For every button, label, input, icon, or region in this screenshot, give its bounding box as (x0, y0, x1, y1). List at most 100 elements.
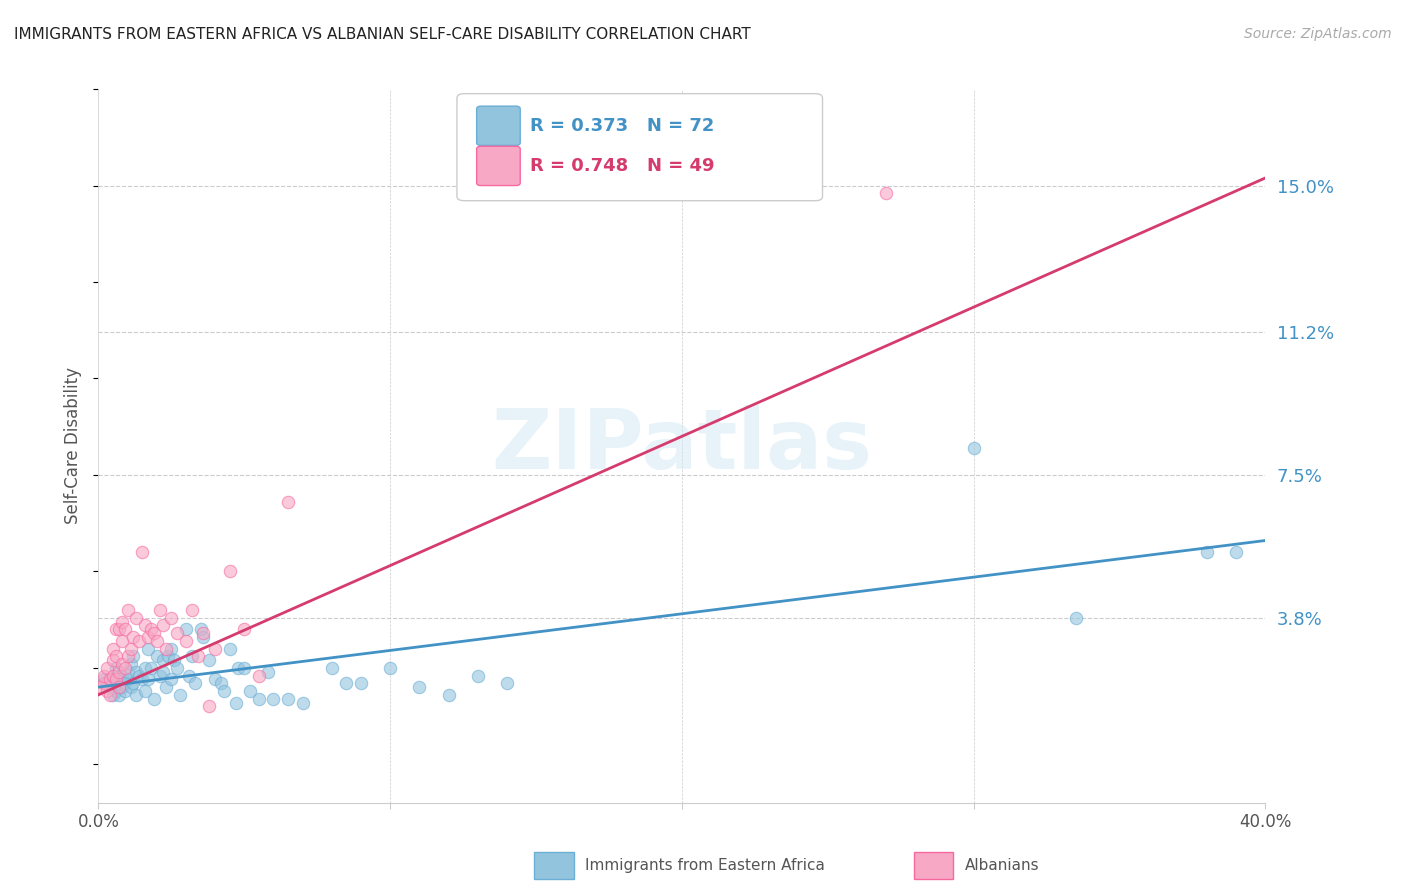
Point (193, 626, 215, 640)
Point (218, 565, 240, 579)
Point (108, 668, 131, 682)
Point (114, 684, 136, 698)
Point (134, 661, 156, 675)
Point (101, 673, 124, 687)
Point (111, 668, 134, 682)
Point (204, 641, 226, 656)
Point (875, 186, 897, 201)
Point (183, 676, 205, 690)
Point (146, 649, 169, 664)
Point (108, 622, 131, 636)
Point (187, 649, 209, 664)
Point (198, 699, 221, 714)
Point (239, 684, 262, 698)
Point (131, 545, 153, 559)
Point (111, 680, 134, 694)
Point (146, 633, 169, 648)
Text: IMMIGRANTS FROM EASTERN AFRICA VS ALBANIAN SELF-CARE DISABILITY CORRELATION CHAR: IMMIGRANTS FROM EASTERN AFRICA VS ALBANI… (14, 27, 751, 42)
Point (218, 641, 240, 656)
Text: Immigrants from Eastern Africa: Immigrants from Eastern Africa (585, 858, 825, 872)
Text: Albanians: Albanians (965, 858, 1039, 872)
Point (228, 661, 250, 675)
Point (233, 661, 256, 675)
Point (174, 633, 197, 648)
Point (122, 649, 145, 664)
Point (108, 665, 131, 679)
Point (128, 633, 150, 648)
Point (114, 676, 136, 690)
Point (101, 668, 124, 682)
Point (134, 618, 156, 632)
Point (180, 603, 202, 617)
Point (104, 622, 127, 636)
Point (96, 676, 118, 690)
Point (125, 665, 148, 679)
Point (117, 603, 139, 617)
Point (117, 649, 139, 664)
Text: R = 0.748   N = 49: R = 0.748 N = 49 (530, 157, 714, 175)
Point (139, 622, 162, 636)
Point (321, 661, 343, 675)
Point (101, 688, 124, 702)
Point (174, 622, 197, 636)
Point (104, 661, 127, 675)
Point (1064, 610, 1087, 624)
Point (98, 680, 121, 694)
Point (98, 673, 121, 687)
Point (1225, 545, 1247, 559)
Point (108, 688, 131, 702)
Point (134, 684, 156, 698)
Point (142, 626, 165, 640)
Text: R = 0.373   N = 72: R = 0.373 N = 72 (530, 117, 714, 135)
Point (177, 668, 200, 682)
Point (93, 668, 115, 682)
Point (111, 657, 134, 671)
Point (437, 688, 460, 702)
Point (125, 688, 148, 702)
Point (131, 673, 153, 687)
Point (104, 649, 127, 664)
Point (136, 673, 159, 687)
Point (233, 622, 256, 636)
Point (160, 673, 183, 687)
Point (256, 665, 278, 679)
Point (262, 691, 284, 706)
Point (149, 668, 172, 682)
Point (136, 641, 159, 656)
Point (1195, 545, 1218, 559)
Point (152, 618, 174, 632)
Point (101, 641, 124, 656)
Point (152, 665, 174, 679)
Point (136, 630, 159, 644)
Point (408, 680, 430, 694)
Point (180, 649, 202, 664)
Point (212, 684, 235, 698)
Point (291, 696, 314, 710)
Point (152, 653, 174, 667)
Point (117, 673, 139, 687)
Point (277, 691, 299, 706)
Point (98, 688, 121, 702)
Point (122, 676, 145, 690)
Point (277, 495, 299, 509)
Point (160, 610, 183, 624)
Point (380, 661, 402, 675)
Point (169, 688, 191, 702)
Point (120, 641, 142, 656)
Point (120, 657, 142, 671)
Point (335, 676, 357, 690)
Point (96, 684, 118, 698)
Point (247, 691, 270, 706)
Point (142, 691, 165, 706)
Y-axis label: Self-Care Disability: Self-Care Disability (65, 368, 83, 524)
Point (93, 676, 115, 690)
Text: Source: ZipAtlas.com: Source: ZipAtlas.com (1244, 27, 1392, 41)
Point (111, 615, 134, 629)
Point (163, 653, 186, 667)
Point (467, 668, 489, 682)
Point (166, 661, 188, 675)
Text: ZIPatlas: ZIPatlas (492, 406, 872, 486)
Point (122, 630, 145, 644)
Point (111, 633, 134, 648)
Point (117, 665, 139, 679)
